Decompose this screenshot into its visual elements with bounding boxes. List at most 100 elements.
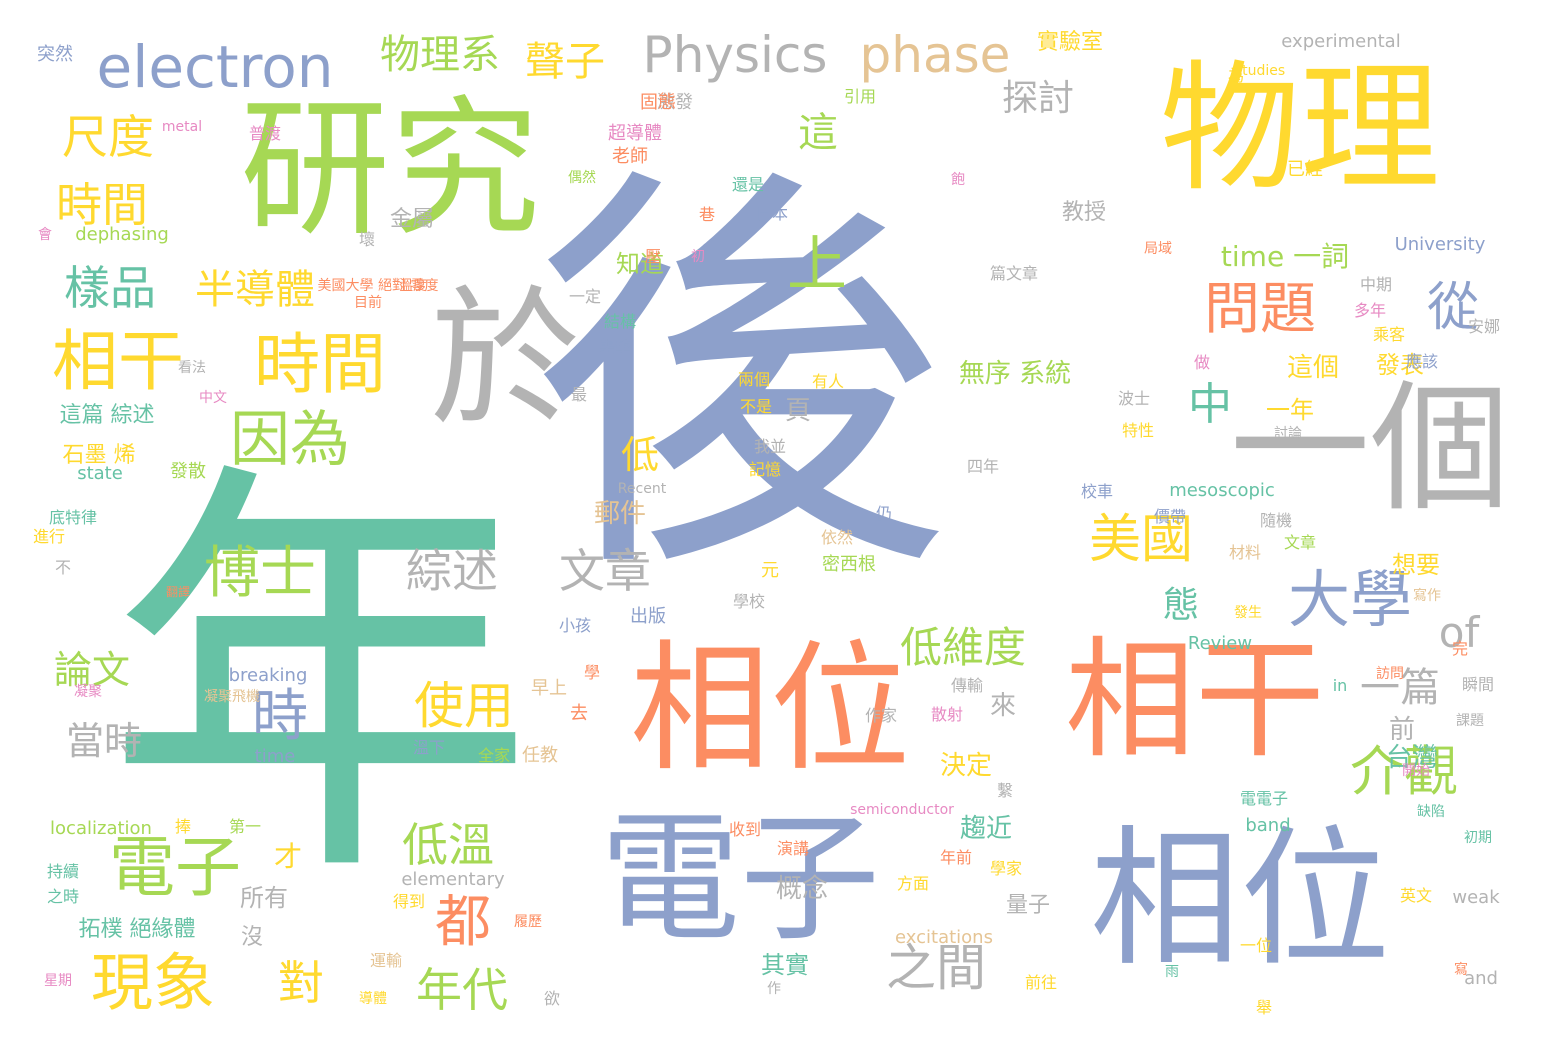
word: 仍: [875, 504, 893, 523]
word: 所有: [240, 884, 288, 912]
word: 美國: [1088, 510, 1194, 570]
word: 論文: [53, 648, 131, 692]
word: 之時: [46, 887, 80, 906]
word: 量子: [1005, 893, 1051, 918]
word: 捧: [174, 817, 192, 836]
word: 任教: [522, 745, 558, 766]
word: 電子: [599, 798, 881, 961]
word: 瞬間: [1461, 675, 1495, 694]
word: 最: [570, 385, 588, 404]
word: 現象: [90, 946, 216, 1019]
word: 局域: [1144, 241, 1172, 257]
word: 全家: [477, 746, 511, 765]
word: 寫作: [1413, 588, 1441, 604]
word: 欲: [543, 989, 561, 1008]
word: 日本: [755, 204, 789, 223]
word: 對: [278, 956, 324, 1010]
word: time 一詞: [1220, 240, 1350, 273]
word: 缺陷: [1417, 804, 1445, 820]
word: metal: [161, 119, 203, 135]
word: 前往: [1024, 973, 1058, 992]
word: 突然: [37, 44, 73, 65]
word: 後: [530, 135, 950, 624]
word: and: [1464, 968, 1498, 989]
word: 四年: [966, 457, 1000, 476]
word: 壞: [358, 230, 376, 249]
word: 已經: [1287, 159, 1323, 180]
word: 知道: [616, 250, 664, 278]
word: 發散: [170, 461, 206, 482]
word: 趨近: [959, 814, 1013, 844]
word: 物理系: [380, 32, 500, 78]
word: time: [254, 746, 296, 767]
word: phase: [859, 26, 1011, 84]
word: 決定: [939, 751, 993, 781]
word: 大學: [1287, 563, 1413, 636]
word: 文章: [1283, 533, 1317, 552]
word: 有人: [811, 372, 845, 391]
word: 溫度: [399, 278, 427, 294]
word: 學家: [989, 859, 1023, 878]
word: 為: [1227, 66, 1245, 85]
word: 持續: [46, 862, 80, 881]
word: 材料: [1228, 543, 1262, 562]
word: 完: [1451, 639, 1469, 658]
word: 不: [54, 558, 72, 577]
word: 星期: [44, 973, 72, 989]
word: 這: [798, 110, 838, 156]
word: 中期: [1359, 275, 1393, 294]
word: 文章: [559, 544, 651, 598]
word: 問題: [1204, 277, 1316, 342]
word: semiconductor: [850, 802, 954, 818]
word: 結構: [603, 312, 637, 331]
word: 早上: [531, 678, 567, 699]
word: 都: [435, 890, 491, 955]
word: 演講: [776, 839, 810, 858]
word: 郵件: [593, 499, 647, 529]
word: 其實: [761, 951, 809, 979]
word: 態: [1162, 585, 1200, 626]
word: 還是: [731, 175, 765, 194]
word: 目前: [354, 295, 382, 311]
word: excitations: [895, 927, 993, 948]
word: elementary: [401, 869, 505, 890]
word: 雨: [1165, 964, 1179, 980]
word: 之間: [886, 939, 986, 997]
word: breaking: [228, 665, 308, 686]
word: 初: [691, 249, 705, 265]
word: 底特律: [48, 508, 98, 527]
word: 方面: [896, 874, 930, 893]
word: 於: [429, 273, 581, 447]
word: 發表: [1376, 351, 1424, 379]
word: 時: [252, 684, 308, 749]
word: 去: [570, 703, 588, 724]
word: 時間: [56, 178, 148, 232]
word: 從: [1426, 278, 1480, 338]
word: 訪問: [1376, 666, 1404, 682]
word: 相位: [629, 628, 911, 791]
word: 巷: [698, 205, 716, 224]
word: 特性: [1121, 421, 1155, 440]
word: 低溫: [402, 818, 494, 872]
word: 履歷: [514, 914, 542, 930]
word: 台灣: [1385, 743, 1439, 773]
word: 因為: [230, 405, 350, 475]
word: 樣品: [64, 261, 156, 315]
word: 頁: [784, 396, 812, 426]
word: 一定: [568, 287, 602, 306]
word: 多年: [1353, 301, 1387, 320]
word: 開始: [1402, 763, 1430, 779]
word: 無序 系統: [958, 359, 1072, 389]
word: 才: [273, 840, 303, 873]
word: weak: [1452, 887, 1500, 908]
word: 綜述: [406, 544, 498, 598]
word: 概念: [775, 874, 829, 904]
word: in: [1332, 676, 1348, 695]
word: of: [1438, 608, 1480, 657]
word: 聲子: [525, 39, 605, 85]
word: Recent: [617, 481, 667, 497]
word: 相干: [52, 323, 184, 400]
word: 實驗室: [1036, 30, 1104, 55]
word: 博士: [204, 541, 316, 606]
word: 飽: [951, 172, 965, 188]
